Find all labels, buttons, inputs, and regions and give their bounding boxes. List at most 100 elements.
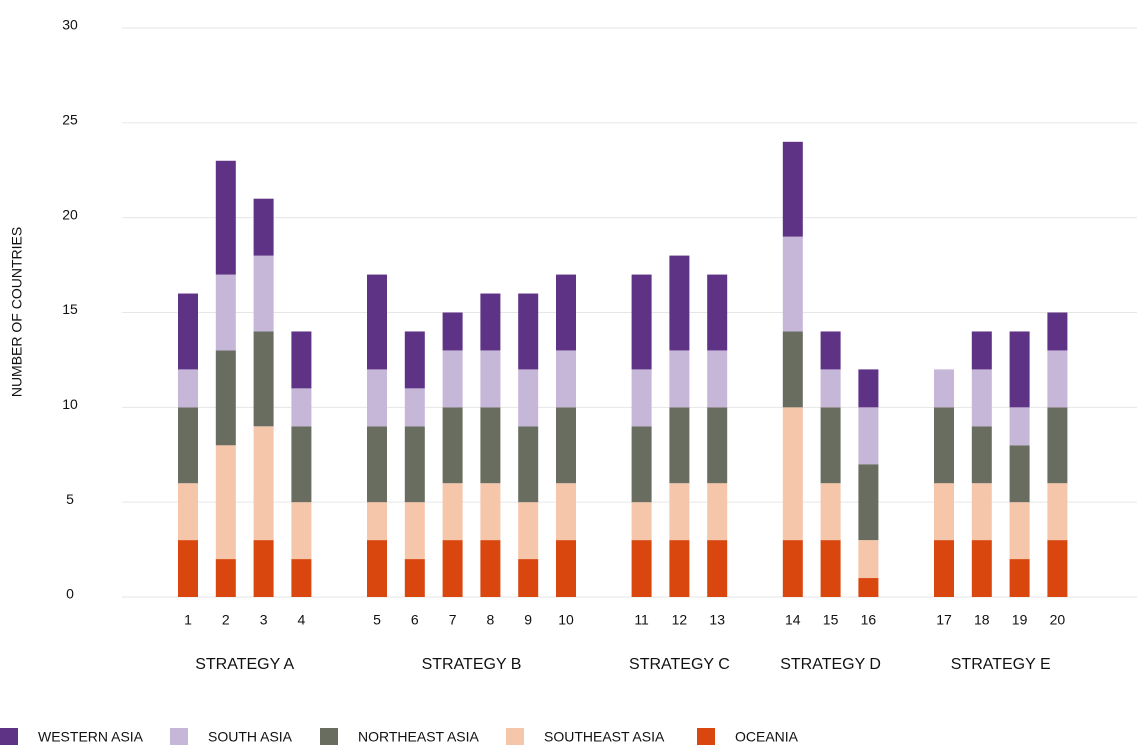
bar-segment (518, 559, 539, 597)
x-tick-label: 7 (449, 612, 457, 628)
legend-swatch (170, 728, 188, 745)
bar-segment (253, 255, 274, 332)
bar-segment (253, 198, 274, 256)
bar-segment (1047, 483, 1068, 541)
bar-segment (971, 540, 992, 597)
bar-segment (556, 540, 576, 597)
bar-segment (782, 540, 803, 597)
bar-segment (291, 388, 312, 427)
bar-segment (934, 369, 954, 408)
bar-segment (1009, 331, 1030, 408)
bar-segment (1009, 502, 1030, 560)
y-tick-label: 5 (66, 491, 74, 507)
legend-swatch (0, 728, 18, 745)
bar-segment (367, 369, 387, 427)
bar-segment (820, 369, 841, 408)
bar-segment (934, 407, 954, 484)
legend-label: WESTERN ASIA (38, 729, 144, 745)
bar-segment (404, 426, 425, 503)
bar-segment (291, 502, 312, 560)
bar-segment (442, 483, 463, 541)
y-axis-label: NUMBER OF COUNTRIES (9, 227, 25, 397)
bar-segment (858, 407, 879, 465)
bar-segment (556, 483, 576, 541)
bar-segment (518, 293, 539, 370)
x-tick-label: 2 (222, 612, 230, 628)
bar-segment (1047, 407, 1068, 484)
x-tick-label: 19 (1012, 612, 1028, 628)
x-tick-label: 16 (861, 612, 877, 628)
legend-label: NORTHEAST ASIA (358, 729, 480, 745)
bar-segment (782, 407, 803, 541)
bar-segment (631, 369, 652, 427)
bar-segment (1009, 559, 1030, 597)
bar-segment (1009, 407, 1030, 446)
group-label: STRATEGY C (629, 656, 730, 673)
bar-segment (215, 274, 236, 351)
x-tick-label: 15 (823, 612, 839, 628)
bar-segment (971, 369, 992, 427)
bar-segment (782, 141, 803, 237)
legend-label: SOUTH ASIA (208, 729, 293, 745)
bar-segment (178, 540, 198, 597)
bar-segment (707, 483, 728, 541)
bar-segment (480, 540, 501, 597)
bar-segment (253, 540, 274, 597)
bar-segment (178, 483, 198, 541)
bar-segment (367, 274, 387, 370)
bar-segment (782, 236, 803, 332)
x-tick-label: 9 (524, 612, 532, 628)
bar-segment (858, 540, 879, 579)
bar-segment (1047, 540, 1068, 597)
bar-segment (669, 350, 690, 408)
bar-segment (442, 350, 463, 408)
bar-segment (669, 255, 690, 351)
bar-segment (631, 502, 652, 541)
bar-segment (518, 369, 539, 427)
bar-segment (404, 502, 425, 560)
bar-segment (404, 331, 425, 389)
bar-segment (215, 559, 236, 597)
bar-segment (480, 483, 501, 541)
x-tick-label: 3 (260, 612, 268, 628)
bar-segment (442, 312, 463, 351)
bar-segment (707, 350, 728, 408)
x-tick-label: 8 (487, 612, 495, 628)
bar-segment (480, 407, 501, 484)
bar-segment (253, 331, 274, 427)
x-tick-label: 5 (373, 612, 381, 628)
bar-segment (1047, 350, 1068, 408)
bar-segment (518, 502, 539, 560)
legend-label: SOUTHEAST ASIA (544, 729, 665, 745)
x-tick-label: 1 (184, 612, 192, 628)
bar-segment (782, 331, 803, 408)
bar-segment (480, 350, 501, 408)
bar-segment (971, 426, 992, 484)
bar-segment (178, 369, 198, 408)
bar-segment (934, 540, 954, 597)
bar-segment (1009, 445, 1030, 503)
bar-segment (480, 293, 501, 351)
bar-segment (820, 331, 841, 370)
x-tick-label: 13 (709, 612, 725, 628)
bar-segment (367, 426, 387, 503)
x-tick-label: 17 (936, 612, 952, 628)
bar-segment (253, 426, 274, 541)
y-tick-label: 30 (62, 17, 78, 33)
legend-swatch (506, 728, 524, 745)
bar-segment (215, 445, 236, 560)
bar-segment (291, 559, 312, 597)
group-label: STRATEGY D (780, 656, 881, 673)
bar-segment (178, 407, 198, 484)
x-tick-label: 18 (974, 612, 990, 628)
y-tick-label: 25 (62, 112, 78, 128)
legend-label: OCEANIA (735, 729, 799, 745)
bar-segment (404, 388, 425, 427)
group-label: STRATEGY B (422, 656, 522, 673)
x-tick-label: 6 (411, 612, 419, 628)
bar-segment (858, 578, 879, 597)
bar-segment (707, 274, 728, 351)
bar-segment (215, 350, 236, 446)
bar-segment (442, 540, 463, 597)
